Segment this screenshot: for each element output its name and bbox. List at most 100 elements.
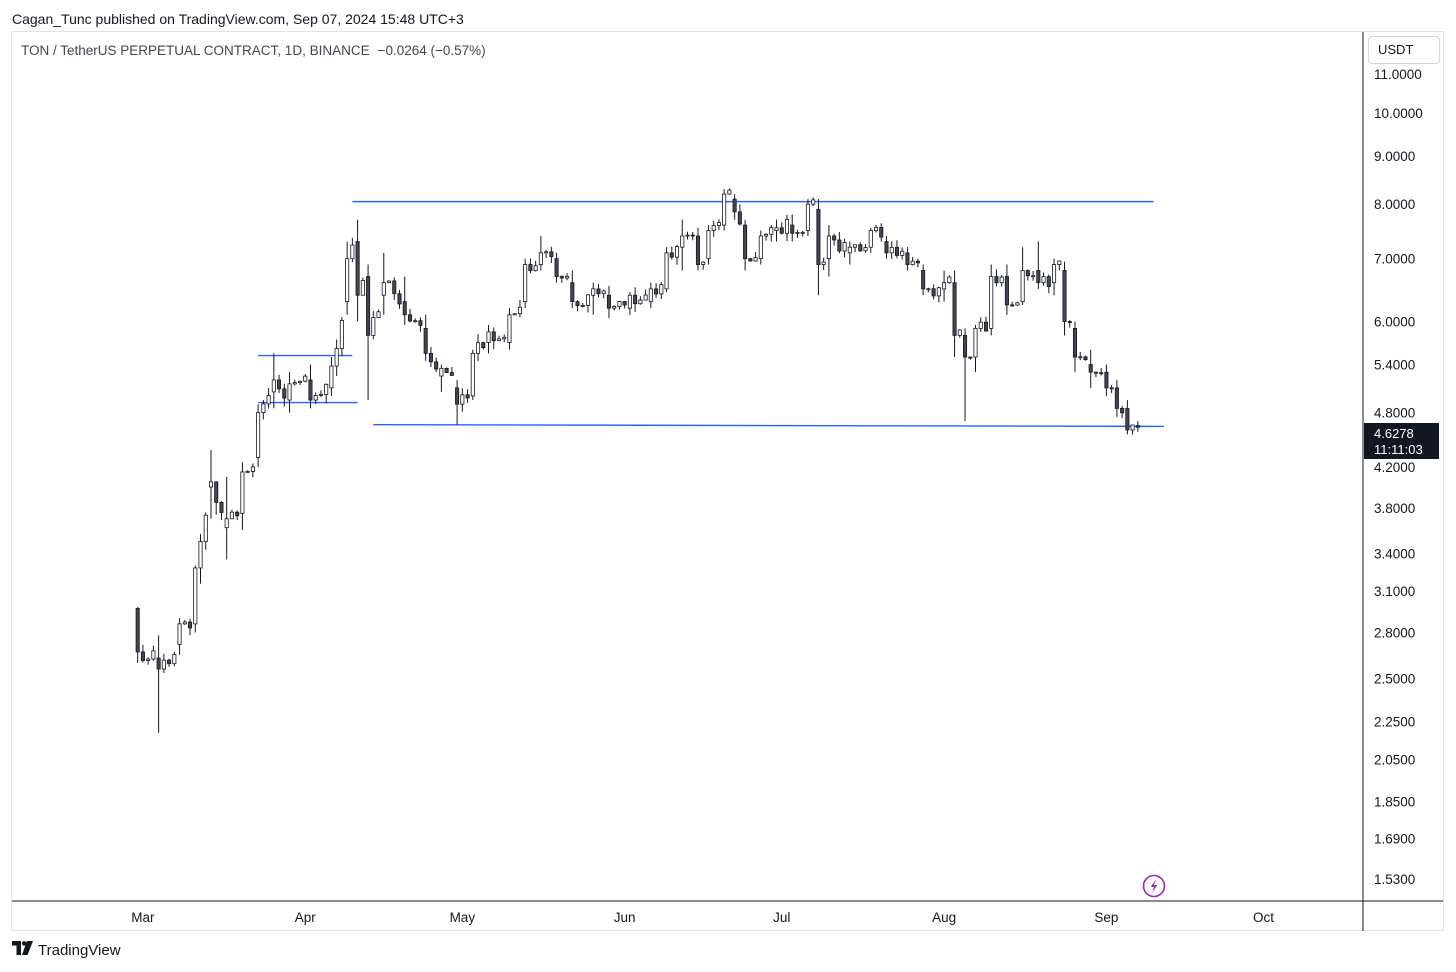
bar-countdown: 11:11:03 (1374, 442, 1423, 457)
candle (826, 225, 831, 277)
candle (256, 404, 261, 468)
candle-body (476, 342, 481, 354)
candle-body (1130, 424, 1135, 431)
candle-body (172, 654, 177, 665)
flash-icon[interactable] (1142, 874, 1166, 898)
trendline[interactable] (373, 423, 1165, 428)
candle (235, 510, 240, 521)
candle-body (528, 264, 533, 272)
candle-body (1031, 275, 1036, 278)
y-tick-label: 2.2500 (1374, 715, 1415, 730)
candle-body (360, 280, 365, 296)
candle-body (716, 222, 721, 227)
candle (224, 476, 229, 560)
candle-layer (135, 188, 1140, 733)
candle (528, 258, 533, 274)
candle (1125, 400, 1130, 435)
candle-body (402, 301, 407, 316)
candle-body (675, 246, 680, 258)
x-tick-label: Aug (932, 910, 956, 925)
candle-body (706, 230, 711, 260)
candle (449, 367, 454, 376)
candle (1099, 367, 1104, 376)
candle-body (784, 218, 790, 234)
candle-body (345, 258, 350, 303)
candle (795, 229, 800, 239)
candle (706, 225, 711, 265)
y-tick-label: 2.8000 (1374, 626, 1415, 641)
y-tick-label: 7.0000 (1374, 252, 1415, 267)
candle (455, 379, 460, 425)
candle-body (554, 258, 559, 277)
candle (219, 501, 224, 521)
candle (386, 280, 392, 284)
candle (580, 303, 585, 308)
candle-body (737, 211, 742, 225)
candle-body (994, 276, 999, 284)
candle-body (1109, 387, 1114, 390)
currency-button[interactable]: USDT (1368, 36, 1440, 64)
candle-body (711, 225, 716, 231)
y-tick-label: 10.0000 (1374, 106, 1423, 121)
candle (1083, 355, 1088, 361)
tradingview-logo[interactable]: TradingView (12, 941, 121, 959)
candle (963, 328, 968, 422)
candle (837, 232, 842, 254)
candle (847, 241, 852, 265)
y-tick-label: 3.1000 (1374, 584, 1415, 599)
candle (1004, 264, 1009, 315)
candle (905, 247, 910, 271)
candle (858, 242, 863, 252)
candle-body (826, 235, 831, 260)
candle-body (664, 252, 669, 290)
y-tick-label: 8.0000 (1374, 197, 1415, 212)
candle-body (680, 235, 685, 248)
candle-body (905, 252, 910, 265)
candle (853, 244, 858, 253)
candle (559, 275, 564, 283)
candle (151, 645, 156, 661)
candle-body (470, 352, 475, 397)
candle (983, 316, 989, 332)
candle-body (633, 294, 638, 305)
candle-body (434, 361, 439, 370)
candle-body (936, 287, 941, 297)
candle (942, 270, 947, 302)
candle (910, 256, 915, 266)
candle-body (926, 288, 931, 291)
candle (931, 284, 936, 300)
candle-body (690, 234, 695, 237)
candle (282, 383, 287, 407)
candle (549, 246, 554, 263)
candle-body (1046, 276, 1051, 287)
candle-body (565, 276, 570, 279)
candle-body (366, 276, 371, 336)
candle (1031, 271, 1036, 281)
candle (350, 238, 355, 263)
candle (643, 289, 648, 301)
candle-body (423, 328, 428, 354)
candle-body (921, 270, 926, 290)
candle (622, 301, 627, 309)
candle (188, 618, 193, 636)
candle (538, 235, 543, 271)
candle-body (140, 651, 145, 661)
candle-body (894, 246, 899, 256)
candle (900, 247, 905, 260)
candle (968, 356, 973, 360)
candle-body (748, 258, 753, 262)
candle (392, 277, 397, 300)
candle-body (449, 372, 454, 376)
candle-body (318, 394, 323, 396)
candle-body (1093, 371, 1098, 374)
candle-body (1057, 260, 1062, 265)
candle (371, 311, 376, 340)
candle-body (559, 276, 564, 279)
candle (423, 314, 428, 361)
candle-body (795, 231, 800, 234)
candle-body (418, 320, 423, 326)
candle-body (177, 623, 182, 645)
candle (648, 282, 653, 309)
candle-body (1083, 356, 1088, 361)
